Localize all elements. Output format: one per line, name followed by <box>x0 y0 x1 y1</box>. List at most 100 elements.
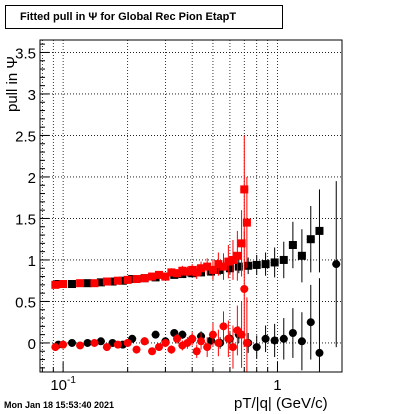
data-point <box>261 260 270 269</box>
data-point <box>192 347 201 356</box>
data-point <box>140 274 149 283</box>
data-point <box>306 318 315 327</box>
data-point <box>76 341 85 350</box>
series-layer <box>51 135 341 372</box>
data-point <box>297 337 306 346</box>
data-point <box>237 330 246 339</box>
data-point <box>252 343 261 352</box>
data-point <box>96 278 105 287</box>
data-point <box>102 277 111 286</box>
data-point <box>102 343 111 352</box>
data-point <box>279 255 288 264</box>
data-point <box>261 334 270 343</box>
data-point <box>332 260 341 269</box>
data-point <box>173 334 182 343</box>
data-point <box>228 343 237 352</box>
y-tick-label: 1.5 <box>15 211 36 228</box>
data-point <box>151 330 160 339</box>
data-point <box>208 265 217 274</box>
data-point <box>197 264 206 273</box>
chart-title: Fitted pull in Ψ for Global Rec Pion Eta… <box>20 11 237 23</box>
grid-layer <box>40 40 343 372</box>
data-point <box>225 264 234 273</box>
data-point <box>270 336 279 345</box>
series-3 <box>51 230 251 372</box>
data-point <box>161 338 170 347</box>
data-point <box>224 257 233 266</box>
data-point <box>90 338 99 347</box>
data-point <box>154 270 163 279</box>
data-point <box>240 285 249 293</box>
data-point <box>148 272 157 281</box>
data-point <box>178 266 187 275</box>
data-point <box>167 268 176 277</box>
data-point <box>233 251 242 260</box>
data-point <box>132 345 141 354</box>
data-point <box>208 330 217 339</box>
data-point <box>154 343 163 352</box>
data-point <box>214 260 223 269</box>
data-point <box>68 338 77 347</box>
data-point <box>118 276 127 285</box>
data-point <box>123 338 132 347</box>
data-point <box>234 262 243 271</box>
data-point <box>315 226 324 235</box>
data-point <box>244 261 253 270</box>
axis-layer: 0 0.5 1 1.5 2 2.5 3 3.5 10-1 1 <box>15 39 343 394</box>
data-point <box>237 239 246 248</box>
data-point <box>90 279 99 288</box>
data-point <box>123 275 132 284</box>
x-tick-label: 1 <box>273 377 281 394</box>
data-point <box>140 337 149 346</box>
data-point <box>252 260 261 269</box>
data-point <box>242 218 251 227</box>
y-tick-label: 3.5 <box>15 45 36 62</box>
series-2 <box>51 135 251 289</box>
data-point <box>113 340 122 349</box>
data-point <box>148 347 157 356</box>
data-point <box>203 262 212 271</box>
title-box: Fitted pull in Ψ for Global Rec Pion Eta… <box>5 5 283 29</box>
data-point <box>297 251 306 260</box>
data-point <box>203 343 212 352</box>
data-point <box>161 272 170 281</box>
data-point <box>197 337 206 346</box>
y-tick-label: 0 <box>28 336 36 353</box>
data-point <box>51 280 60 289</box>
data-point <box>188 334 197 343</box>
data-point <box>83 338 92 347</box>
data-point <box>270 258 279 267</box>
y-tick-label: 2 <box>28 170 36 187</box>
y-tick-label: 0.5 <box>15 294 36 311</box>
data-point <box>96 337 105 346</box>
data-point <box>167 345 176 354</box>
data-point <box>288 241 297 250</box>
x-tick-label: 10-1 <box>50 375 76 394</box>
data-point <box>219 262 228 271</box>
data-point <box>240 185 249 194</box>
data-point <box>59 280 68 289</box>
data-point <box>315 348 324 357</box>
timestamp: Mon Jan 18 15:53:40 2021 <box>4 400 115 410</box>
data-point <box>192 268 201 277</box>
data-point <box>224 334 233 343</box>
data-point <box>214 338 223 347</box>
data-point <box>219 322 228 331</box>
data-point <box>279 334 288 343</box>
data-point <box>242 338 251 347</box>
data-point <box>51 343 60 352</box>
data-point <box>132 275 141 284</box>
data-point <box>288 328 297 337</box>
data-point <box>173 269 182 278</box>
data-point <box>306 235 315 244</box>
data-point <box>68 280 77 289</box>
y-tick-label: 2.5 <box>15 128 36 145</box>
data-point <box>108 277 117 286</box>
plot-frame <box>39 39 343 373</box>
y-tick-label: 3 <box>28 87 36 104</box>
y-axis-label: pull in Ψ <box>4 56 21 112</box>
data-point <box>188 265 197 274</box>
data-point <box>183 267 192 276</box>
data-point <box>113 276 122 285</box>
